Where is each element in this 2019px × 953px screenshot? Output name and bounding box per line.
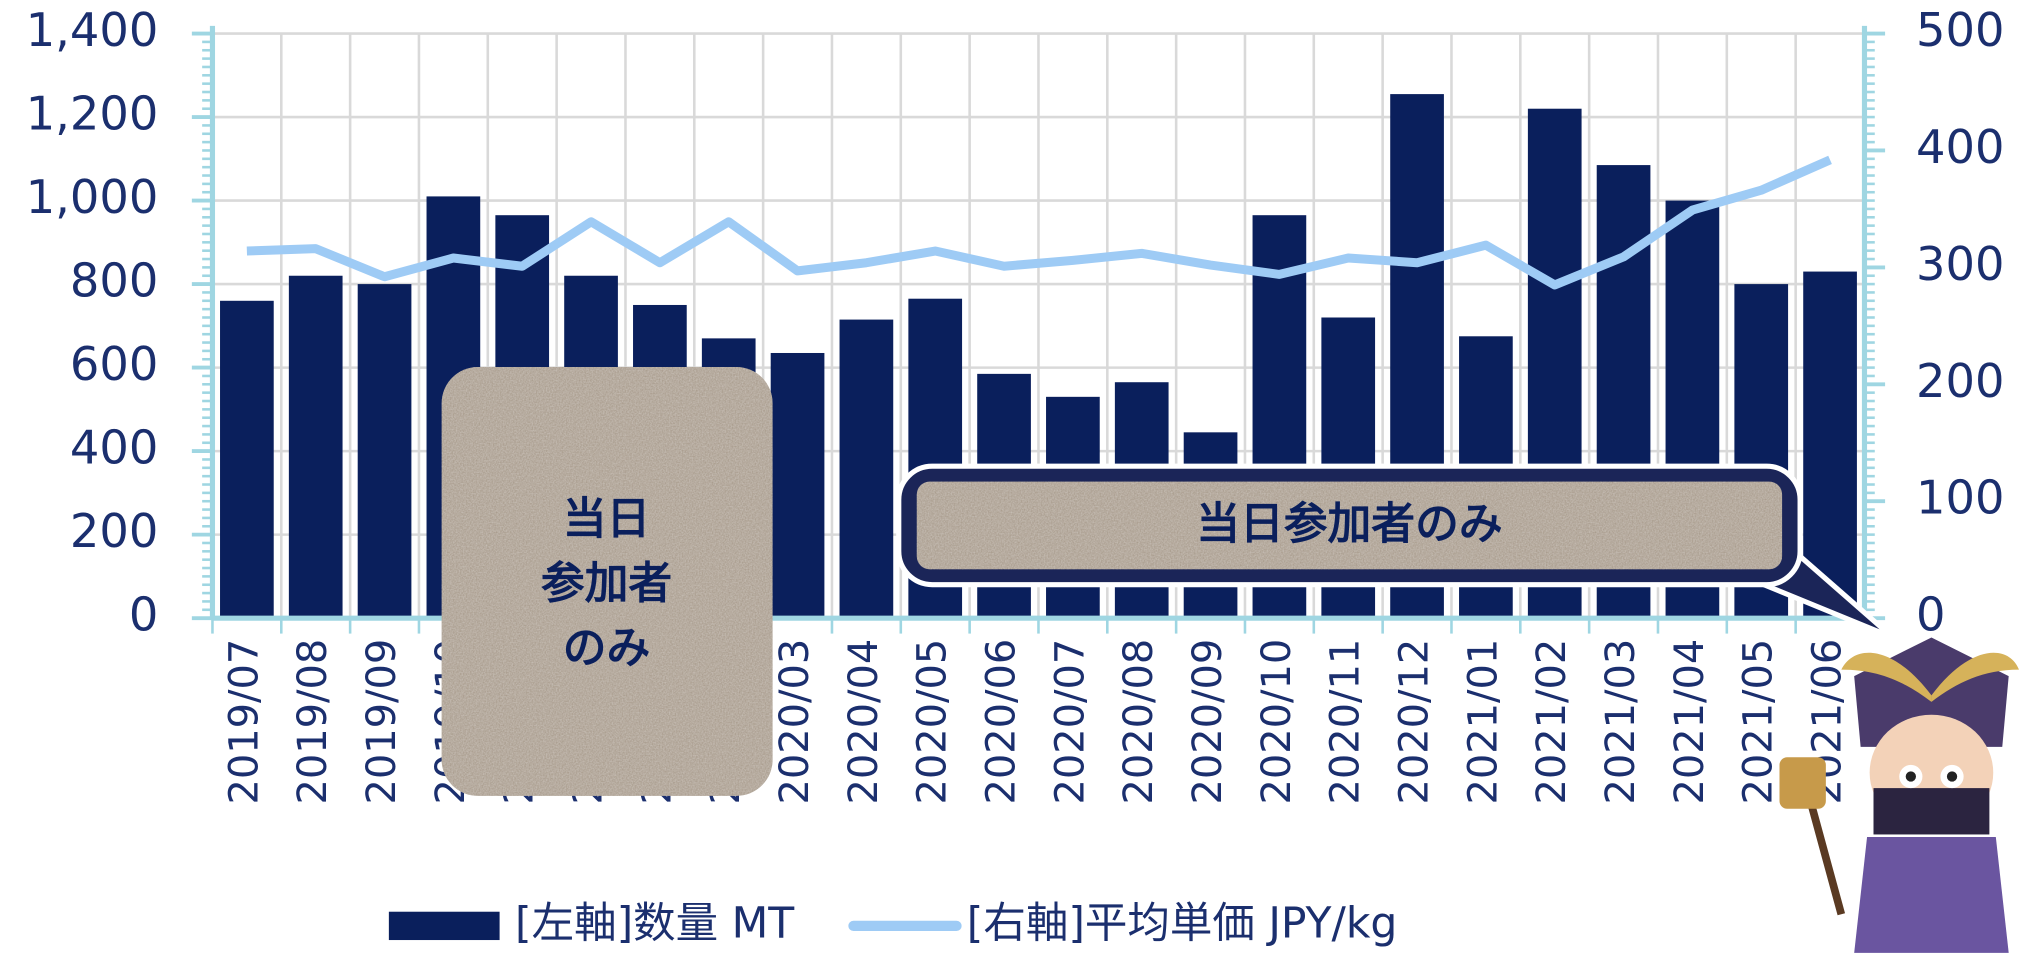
y-tick-label: 200 (70, 504, 158, 558)
y2-tick-label: 200 (1916, 354, 2004, 408)
y-tick-label: 400 (70, 421, 158, 475)
bar (839, 319, 894, 619)
y2-tick-label: 400 (1916, 120, 2004, 174)
y2-tick-label: 0 (1916, 588, 1946, 642)
legend-label: [左軸]数量 MT (515, 899, 795, 948)
x-tick-label: 2020/10 (1254, 639, 1300, 805)
overlays: 当日 参加者 のみ 当日参加者のみ (441, 367, 2019, 953)
bar (770, 352, 825, 619)
x-tick-label: 2019/08 (290, 639, 336, 805)
note-text: 参加者 (541, 558, 672, 609)
x-tick-label: 2020/04 (841, 639, 887, 805)
y-tick-label: 600 (70, 337, 158, 391)
callout-texture (916, 481, 1783, 570)
x-tick-label: 2021/01 (1460, 639, 1506, 805)
bar (288, 275, 343, 619)
y-tick-label: 800 (70, 254, 158, 308)
x-tick-label: 2020/03 (772, 639, 818, 805)
x-tick-label: 2021/02 (1529, 639, 1575, 805)
x-tick-label: 2020/06 (979, 639, 1025, 805)
legend-swatch (388, 911, 500, 941)
bar (357, 284, 412, 619)
line (246, 155, 1832, 290)
note-text: 当日 (563, 494, 651, 545)
y2-tick-label: 300 (1916, 237, 2004, 291)
note-text: のみ (563, 622, 651, 673)
x-tick-label: 2020/08 (1116, 639, 1162, 805)
bar (1803, 271, 1857, 619)
y2-tick-label: 100 (1916, 471, 2004, 525)
x-tick-label: 2020/12 (1392, 639, 1438, 805)
y-tick-label: 1,000 (26, 170, 159, 224)
x-tick-label: 2021/04 (1667, 639, 1713, 805)
y-tick-label: 1,400 (26, 3, 159, 57)
x-tick-label: 2021/05 (1736, 639, 1782, 805)
callout-text: 当日参加者のみ (1196, 499, 1502, 550)
x-tick-label: 2021/03 (1598, 639, 1644, 805)
y-tick-label: 1,200 (26, 87, 159, 141)
x-tick-label: 2020/05 (910, 639, 956, 805)
mascot (1779, 637, 2019, 953)
x-tick-label: 2020/07 (1047, 639, 1093, 805)
y-tick-label: 0 (129, 588, 159, 642)
bar (220, 300, 274, 619)
x-tick-label: 2019/09 (359, 639, 405, 805)
x-tick-label: 2019/07 (221, 639, 267, 805)
legend-label: [右軸]平均単価 JPY/kg (967, 899, 1398, 948)
note-texture (441, 367, 773, 796)
x-tick-label: 2020/09 (1185, 639, 1231, 805)
x-tick-label: 2020/11 (1323, 639, 1369, 805)
y2-tick-label: 500 (1916, 3, 2004, 57)
